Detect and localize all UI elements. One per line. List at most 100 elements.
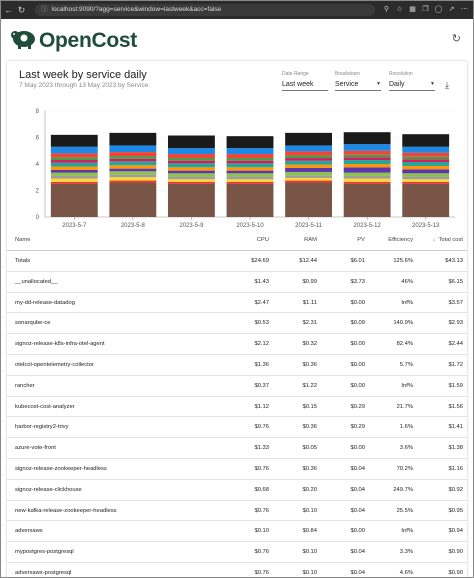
bar-segment bbox=[226, 170, 274, 174]
cell-name: mypostgres-postgresql bbox=[15, 549, 74, 556]
table-row[interactable]: azure-vote-front $1.33 $0.05 $0.00 3.6% $1.38 bbox=[7, 438, 467, 459]
cell-name: azure-vote-front bbox=[15, 445, 56, 452]
zoom-icon[interactable]: ⚲ bbox=[383, 6, 390, 13]
reload-icon[interactable]: ↻ bbox=[17, 4, 26, 15]
cell-pv: $6.01 bbox=[350, 258, 365, 264]
cell-cpu: $1.36 bbox=[254, 361, 269, 368]
bar-segment bbox=[109, 174, 157, 178]
table-row[interactable]: my-dd-release-datadog $2.47 $1.11 $0.00 Inf%… bbox=[7, 293, 467, 314]
cell-ram: $0.32 bbox=[302, 341, 317, 348]
sort-down-icon: ↓ bbox=[432, 237, 436, 243]
resolution-value-text: Daily bbox=[389, 81, 405, 88]
bar-segment bbox=[50, 181, 98, 184]
cell-total-cost: $1.59 bbox=[448, 382, 463, 389]
bar-segment bbox=[343, 181, 391, 184]
report-subtitle: 7 May 2023 through 13 May 2023 by Servic… bbox=[19, 82, 149, 89]
x-tick-label: 2023-5-12 bbox=[353, 223, 381, 229]
table-row[interactable]: mypostgres-postgresql $0.76 $0.10 $0.04 3.3%… bbox=[7, 542, 467, 563]
cell-cpu: $0.10 bbox=[254, 528, 269, 535]
extension-icon[interactable]: ▦ bbox=[409, 6, 416, 13]
cell-name: my-dd-release-datadog bbox=[15, 299, 75, 306]
cell-ram: $0.99 bbox=[302, 278, 317, 285]
col-header-efficiency[interactable]: Efficiency bbox=[388, 237, 413, 243]
cell-name: rancher bbox=[15, 382, 35, 389]
cell-ram: $1.22 bbox=[302, 382, 317, 389]
bar-segment bbox=[168, 183, 215, 217]
date-range-value[interactable]: Last week bbox=[282, 81, 328, 91]
cell-cpu: $0.53 bbox=[254, 320, 269, 327]
table-row[interactable]: otelcol-opentelemetry-collector $1.36 $0.3… bbox=[7, 355, 467, 376]
table-row[interactable]: new-kafka-release-zookeeper-headless $0.7… bbox=[7, 501, 467, 522]
table-row[interactable]: kubecost-cost-analyzer $1.12 $0.15 $0.29 21.… bbox=[7, 397, 467, 418]
cell-name: sonarqube-ce bbox=[15, 320, 51, 327]
back-icon[interactable]: ← bbox=[4, 5, 13, 15]
bar-segment bbox=[168, 176, 215, 180]
breakdown-select[interactable]: Breakdown Service ▼ bbox=[335, 71, 381, 91]
col-header-total-cost[interactable]: ↓ Total cost bbox=[433, 229, 463, 251]
cell-ram: $0.36 bbox=[302, 424, 317, 431]
bar-segment bbox=[50, 169, 98, 173]
cell-pv: $0.00 bbox=[350, 341, 365, 348]
y-tick-label: 6 bbox=[36, 136, 40, 142]
bar-segment bbox=[402, 162, 450, 166]
col-header-ram[interactable]: RAM bbox=[304, 237, 317, 243]
table-row[interactable]: signoz-release-zookeeper-headless $0.76 $0… bbox=[7, 459, 467, 480]
cell-total-cost: $1.72 bbox=[448, 361, 463, 368]
y-tick-label: 8 bbox=[36, 109, 40, 115]
bar-segment bbox=[402, 146, 450, 153]
refresh-icon[interactable]: ↻ bbox=[451, 33, 461, 45]
table-row[interactable]: rancher $0.37 $1.22 $0.00 Inf% $1.59 bbox=[7, 376, 467, 397]
menu-icon[interactable]: ⋯ bbox=[461, 6, 468, 13]
collections-icon[interactable]: ❐ bbox=[422, 6, 429, 13]
cell-ram: $0.20 bbox=[302, 486, 317, 493]
bar-segment bbox=[50, 166, 98, 170]
col-header-name[interactable]: Name bbox=[15, 237, 31, 243]
share-icon[interactable]: ↗ bbox=[448, 6, 455, 13]
cell-total-cost: $43.13 bbox=[445, 258, 463, 264]
table-row[interactable]: adverxawx-postgresql $0.76 $0.10 $0.04 4.6% $… bbox=[7, 563, 467, 577]
table-row[interactable]: adverxawx $0.10 $0.84 $0.00 Inf% $0.94 bbox=[7, 521, 467, 543]
bar-segment bbox=[168, 160, 215, 164]
table-row[interactable]: signoz-release-clickhouse $0.68 $0.20 $0.04… bbox=[7, 480, 467, 501]
bar-segment bbox=[226, 167, 274, 171]
bar-segment bbox=[285, 182, 332, 217]
bar-segment bbox=[285, 158, 332, 161]
bar-segment bbox=[50, 162, 98, 167]
bar-segment bbox=[168, 167, 215, 171]
report-card: Last week by service daily 7 May 2023 th… bbox=[7, 61, 467, 577]
date-range-control[interactable]: Date Range Last week bbox=[282, 71, 328, 91]
cell-ram: $0.05 bbox=[302, 445, 317, 452]
download-icon[interactable]: ⤓ bbox=[445, 80, 449, 90]
bar-segment bbox=[402, 183, 450, 217]
x-tick-label: 2023-5-13 bbox=[412, 223, 440, 229]
table-row[interactable]: sonarqube-ce $0.53 $2.31 $0.09 140.9% $2.93 bbox=[7, 313, 467, 335]
cell-name: adverxawx bbox=[15, 528, 43, 535]
bar-segment bbox=[50, 183, 98, 217]
table-row[interactable]: harbor-registry2-trivy $0.76 $0.36 $0.29 1.6… bbox=[7, 417, 467, 439]
table-row[interactable]: signoz-release-k8s-infra-otel-agent $2.12… bbox=[7, 334, 467, 355]
cell-cpu: $24.69 bbox=[251, 258, 269, 264]
bar-segment bbox=[109, 177, 157, 181]
bar-segment bbox=[50, 175, 98, 179]
bar-segment bbox=[50, 153, 98, 158]
col-header-cpu[interactable]: CPU bbox=[256, 237, 269, 243]
col-header-pv[interactable]: PV bbox=[357, 237, 365, 243]
cell-total-cost: $1.56 bbox=[448, 403, 463, 410]
bar-segment bbox=[168, 148, 215, 155]
cell-cpu: $2.47 bbox=[254, 299, 269, 306]
bar-segment bbox=[226, 173, 274, 177]
bar-segment bbox=[343, 178, 391, 182]
star-icon[interactable]: ☆ bbox=[396, 6, 403, 13]
table-row[interactable]: __unallocated__ $1.43 $0.99 $3.73 46% $6.15 bbox=[7, 272, 467, 293]
address-bar[interactable]: ⓘ localhost:9090/?agg=service&window=last… bbox=[35, 4, 375, 16]
totals-row[interactable]: Totals $24.69 $12.44 $6.01 125.6% $43.13 bbox=[7, 251, 467, 272]
resolution-value[interactable]: Daily ▼ bbox=[389, 81, 435, 91]
resolution-select[interactable]: Resolution Daily ▼ bbox=[389, 71, 435, 91]
profile-icon[interactable]: ◯ bbox=[434, 6, 443, 13]
cell-ram: $2.31 bbox=[302, 320, 317, 327]
bar-segment bbox=[285, 164, 332, 168]
bar-segment bbox=[50, 157, 98, 161]
breakdown-value[interactable]: Service ▼ bbox=[335, 81, 381, 91]
bar-segment bbox=[402, 181, 450, 184]
bar-segment bbox=[226, 158, 274, 161]
